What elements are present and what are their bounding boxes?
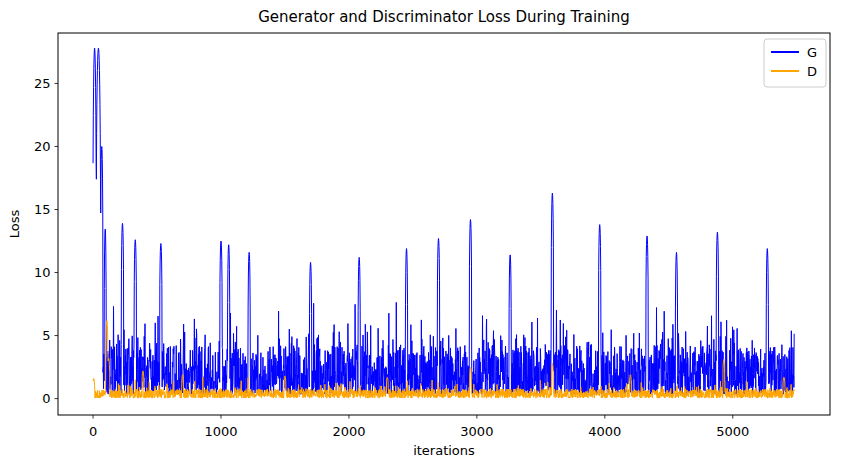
y-tick-label: 20 [34,139,51,154]
y-tick-label: 25 [34,76,51,91]
y-tick-label: 15 [34,202,51,217]
x-tick-label: 0 [89,424,97,439]
x-tick-label: 4000 [588,424,621,439]
y-tick-label: 5 [42,328,50,343]
plot-series-layer [93,48,794,398]
legend-label-D: D [807,64,817,79]
legend: GD [764,39,826,87]
y-tick-label: 0 [42,391,50,406]
x-tick-label: 1000 [204,424,237,439]
x-axis-label: iterations [413,443,475,458]
legend-label-G: G [807,45,817,60]
y-tick-label: 10 [34,265,51,280]
x-tick-label: 2000 [332,424,365,439]
y-axis-label: Loss [7,210,22,239]
chart-title: Generator and Discriminator Loss During … [258,8,630,26]
generator-loss-line [93,48,794,394]
x-tick-label: 3000 [460,424,493,439]
loss-chart-figure: Generator and Discriminator Loss During … [0,0,841,470]
loss-chart-svg: Generator and Discriminator Loss During … [0,0,841,470]
x-tick-label: 5000 [716,424,749,439]
